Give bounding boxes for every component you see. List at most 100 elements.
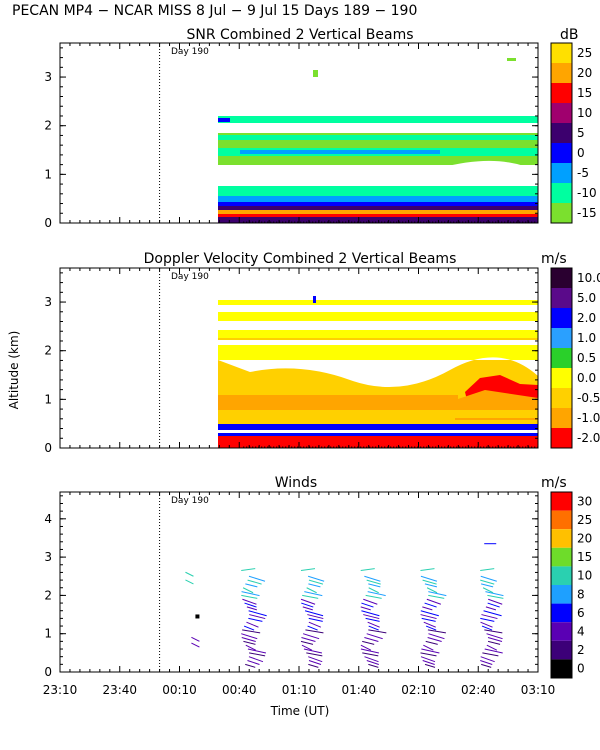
colorbar-label-3: 0 bbox=[577, 662, 585, 676]
colorbar-swatch-2 bbox=[551, 308, 572, 328]
colorbar-label-2: -1.0 bbox=[577, 411, 600, 425]
colorbar-swatch-3 bbox=[551, 547, 572, 567]
wind-barb bbox=[243, 625, 255, 631]
colorbar-label-1: -10 bbox=[577, 186, 597, 200]
wind-barb bbox=[249, 652, 266, 657]
wind-barb bbox=[248, 575, 266, 582]
wind-barb bbox=[301, 644, 313, 651]
snr-heatmap bbox=[218, 58, 538, 223]
wind-barb bbox=[422, 606, 433, 611]
y-tick-label: 0 bbox=[44, 665, 52, 679]
wind-barb bbox=[247, 660, 260, 665]
colorbar-label-2: 5.0 bbox=[577, 291, 596, 305]
wind-barb bbox=[302, 606, 313, 611]
wind-barb bbox=[306, 587, 317, 594]
wind-barb bbox=[487, 637, 503, 643]
x-tick-label: 02:10 bbox=[401, 683, 436, 697]
wind-barb bbox=[426, 598, 442, 605]
wind-barb-top bbox=[241, 568, 256, 572]
wind-barb bbox=[305, 629, 324, 634]
vel-band-red bbox=[218, 436, 538, 448]
wind-barb-early bbox=[185, 579, 194, 585]
wind-barb bbox=[420, 575, 438, 582]
y-tick-label: 3 bbox=[44, 70, 52, 84]
colorbar-label-1: 10 bbox=[577, 106, 592, 120]
wind-barb-dot bbox=[195, 614, 200, 619]
wind-barb bbox=[480, 656, 495, 663]
y-tick-label: 4 bbox=[44, 512, 52, 526]
wind-barb bbox=[366, 579, 381, 585]
snr-band-blue-3 bbox=[218, 202, 538, 208]
colorbar-label-3: 30 bbox=[577, 494, 592, 508]
wind-barb bbox=[367, 591, 386, 597]
vel-speck bbox=[313, 296, 316, 303]
colorbar-swatch-2 bbox=[551, 368, 572, 388]
colorbar-label-3: 4 bbox=[577, 625, 585, 639]
wind-barb bbox=[307, 575, 325, 582]
wind-barb bbox=[420, 652, 437, 657]
wind-barb bbox=[422, 579, 437, 585]
wind-barb bbox=[365, 617, 380, 622]
colorbar-swatch-2 bbox=[551, 328, 572, 348]
wind-barb bbox=[423, 644, 434, 651]
wind-barb bbox=[480, 575, 497, 582]
day-marker-3: Day 190 bbox=[171, 496, 209, 506]
colorbar-swatch-1 bbox=[551, 143, 572, 163]
colorbar-frame-3 bbox=[550, 491, 573, 679]
wind-barb bbox=[242, 629, 261, 634]
y-tick-label: 1 bbox=[44, 167, 52, 181]
wind-barb bbox=[480, 617, 495, 622]
wind-barb bbox=[247, 579, 262, 585]
wind-barb bbox=[308, 583, 321, 588]
wind-barb bbox=[304, 610, 324, 617]
snr-band-blue-1 bbox=[240, 150, 440, 154]
wind-barb bbox=[487, 640, 501, 645]
wind-barb bbox=[366, 660, 379, 665]
wind-barb bbox=[424, 663, 436, 668]
colorbar-label-3: 10 bbox=[577, 569, 592, 583]
y-tick-label: 3 bbox=[44, 295, 52, 309]
wind-barb bbox=[360, 644, 372, 651]
wind-barb bbox=[487, 594, 504, 599]
wind-barb bbox=[248, 656, 264, 663]
colorbar-frame-1 bbox=[550, 42, 573, 224]
wind-barb bbox=[242, 587, 254, 594]
wind-barb bbox=[302, 594, 319, 599]
day-marker-1: Day 190 bbox=[171, 47, 209, 57]
wind-barb-top bbox=[420, 568, 435, 572]
wind-barb bbox=[421, 648, 440, 654]
colorbar-frame-2 bbox=[550, 267, 573, 449]
colorbar-label-3: 20 bbox=[577, 532, 592, 546]
wind-barb bbox=[308, 579, 324, 585]
vel-band-white-2 bbox=[218, 322, 538, 330]
colorbar-label-1: -15 bbox=[577, 206, 597, 220]
snr-band-top bbox=[218, 116, 538, 123]
wind-barb bbox=[484, 629, 503, 634]
y-tick-label: 2 bbox=[44, 119, 52, 133]
wind-barb bbox=[307, 625, 318, 631]
colorbar-label-1: 15 bbox=[577, 86, 592, 100]
snr-band-orange bbox=[218, 210, 538, 215]
figure-header: PECAN MP4 − NCAR MISS 8 Jul − 9 Jul 15 D… bbox=[12, 3, 417, 19]
wind-barb bbox=[425, 640, 438, 645]
y-tick-label: 3 bbox=[44, 550, 52, 564]
wind-barb-top bbox=[360, 568, 375, 572]
wind-barb bbox=[300, 598, 316, 605]
wind-barb bbox=[362, 652, 379, 657]
colorbar-swatch-1 bbox=[551, 63, 572, 83]
snr-speck bbox=[313, 70, 318, 77]
colorbar-label-3: 6 bbox=[577, 606, 585, 620]
colorbar-swatch-1 bbox=[551, 203, 572, 223]
wind-barb bbox=[422, 660, 435, 665]
colorbar-swatch-1 bbox=[551, 103, 572, 123]
wind-barb bbox=[360, 606, 371, 611]
y-tick-label: 1 bbox=[44, 392, 52, 406]
colorbar-swatch-3 bbox=[551, 529, 572, 548]
colorbar-label-2: 0.0 bbox=[577, 371, 596, 385]
vel-band-yellow-3 bbox=[218, 330, 538, 338]
wind-barb bbox=[487, 602, 500, 608]
wind-barb bbox=[367, 621, 380, 628]
colorbar-swatch-2 bbox=[551, 388, 572, 408]
snr-band-bottom bbox=[218, 217, 538, 223]
wind-barb bbox=[480, 583, 494, 588]
